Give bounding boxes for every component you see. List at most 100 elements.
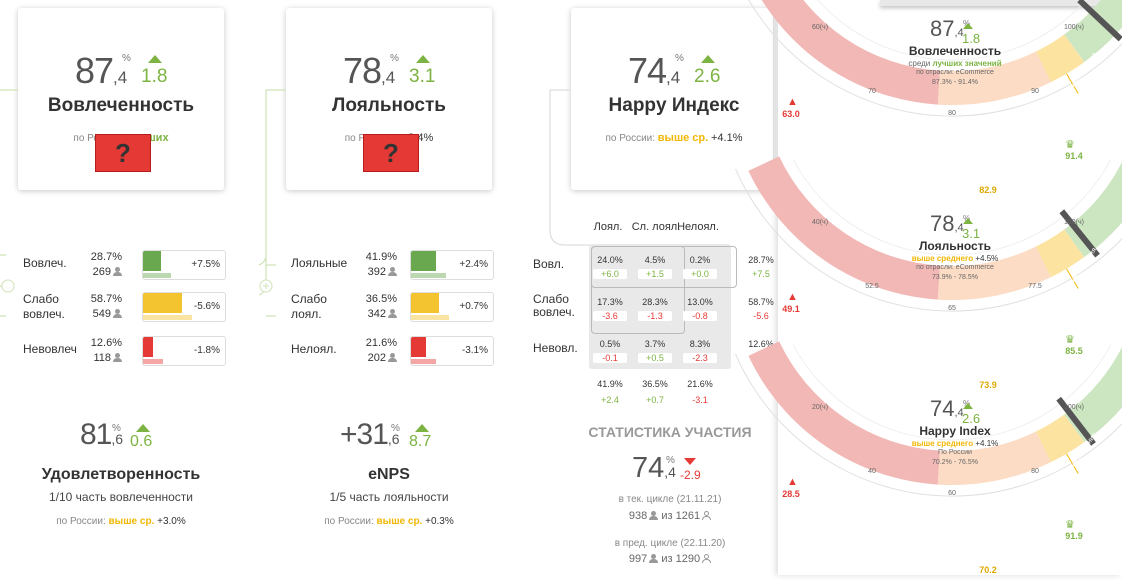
matrix-cell-value[interactable]: 3.7%: [635, 339, 675, 349]
segment-count: 118: [90, 351, 122, 366]
segment-bar-prev: [411, 273, 446, 278]
crown-icon: ♛: [1065, 138, 1075, 151]
matrix-col-total: 41.9%: [590, 379, 630, 389]
gauge-tick-label: 77.5: [1023, 283, 1047, 290]
matrix-row-total: 28.7%: [741, 255, 781, 265]
segment-label: Нелоял.: [291, 342, 337, 357]
crown-icon: ♛: [1065, 333, 1075, 346]
segment-count: 549: [90, 307, 122, 322]
gauge-worst-value: 63.0: [780, 109, 802, 119]
matrix-col-total: 21.6%: [680, 379, 720, 389]
gauge-industry: по отрасли: eCommerce: [880, 69, 1030, 76]
matrix-cell-delta: +1.5: [638, 269, 672, 279]
sub-metric-title: eNPS: [276, 466, 502, 484]
matrix-cell-value[interactable]: 17.3%: [590, 297, 630, 307]
gauge-tick-label: 70: [860, 88, 884, 95]
segment-bar-fill: [411, 337, 426, 357]
gauge-best-value: 91.4: [1062, 151, 1086, 161]
gauge-value: 87,4: [930, 16, 964, 42]
participation-pct: %: [666, 455, 675, 466]
participation-prev-counts: 997 из 1290: [590, 553, 750, 565]
segment-bar-prev: [143, 315, 192, 320]
gauge-median-value: 73.9: [975, 380, 1001, 390]
trend-down-icon: [684, 458, 696, 465]
gauge-zone-median: [1044, 48, 1075, 67]
sub-metric-delta: 8.7: [409, 433, 431, 451]
gauge-industry: По России: [880, 449, 1030, 456]
gauge-title: Happy Index: [890, 424, 1020, 438]
gauge-tick-label: 52.5: [860, 283, 884, 290]
segment-delta: +7.5%: [186, 259, 220, 270]
gauge-compare: среди лучших значений: [880, 59, 1030, 68]
matrix-col-total-delta: +0.7: [635, 395, 675, 405]
gauge-title: Лояльность: [890, 239, 1020, 253]
user-icon: [388, 267, 397, 276]
segment-delta: +0.7%: [454, 301, 488, 312]
trend-up-icon: [963, 218, 973, 224]
matrix-col-total: 36.5%: [635, 379, 675, 389]
segment-label: Слабо вовлеч.: [23, 292, 65, 322]
gauge-median-value: 70.2: [975, 565, 1001, 575]
gauge-worst-value: 28.5: [780, 489, 802, 499]
segment-bar-prev: [143, 273, 171, 278]
gauge-tick-label: 60: [940, 490, 964, 497]
gauge-zone-median: [1044, 428, 1075, 447]
segment-delta: -1.8%: [186, 345, 220, 356]
gauge-tick-label: 90: [1023, 88, 1047, 95]
segment-pct: 21.6%: [365, 336, 397, 351]
user-outline-icon: [702, 554, 711, 563]
matrix-cell-value[interactable]: 0.2%: [680, 255, 720, 265]
gauge-best-value: 85.5: [1062, 346, 1086, 356]
segment-bar-prev: [143, 359, 163, 364]
trend-up-icon: [415, 424, 429, 432]
gauge-tick-label: 80: [1023, 468, 1047, 475]
user-icon: [388, 309, 397, 318]
gauge-compare: выше среднего +4.1%: [880, 439, 1030, 448]
segment-pct: 58.7%: [90, 292, 122, 307]
segment-label: Слабо лоял.: [291, 292, 327, 322]
matrix-cell-value[interactable]: 28.3%: [635, 297, 675, 307]
matrix-row-header: Слабо вовлеч.: [533, 293, 575, 319]
matrix-cell-value[interactable]: 24.0%: [590, 255, 630, 265]
segment-bar-fill: [143, 337, 153, 357]
user-icon: [113, 309, 122, 318]
matrix-cell-delta: -0.8: [683, 311, 717, 321]
sub-metric-title: Удовлетворенность: [8, 466, 234, 484]
sub-metric-delta: 0.6: [130, 433, 152, 451]
gauge-tick-label: 65: [940, 305, 964, 312]
matrix-cell-delta: +6.0: [593, 269, 627, 279]
matrix-cell-value[interactable]: 13.0%: [680, 297, 720, 307]
matrix-row-header: Невовл.: [533, 342, 578, 355]
gauge-tick-label: 40(ч): [808, 219, 832, 226]
participation-current-label: в тек. цикле (21.11.21): [590, 494, 750, 505]
segment-bar-prev: [411, 315, 449, 320]
matrix-cell-delta: -1.3: [638, 311, 672, 321]
matrix-cell-value[interactable]: 0.5%: [590, 339, 630, 349]
trend-up-icon: [963, 23, 973, 29]
segment-count: 342: [365, 307, 397, 322]
gauge-tick-label: 80: [940, 110, 964, 117]
segment-count: 392: [365, 265, 397, 280]
user-icon: [388, 353, 397, 362]
participation-prev-label: в пред. цикле (22.11.20): [590, 538, 750, 549]
sub-metric-desc: 1/10 часть вовлеченности: [8, 490, 234, 504]
segment-label: Лояльные: [291, 256, 347, 271]
gauge-zone-median: [1044, 243, 1075, 261]
gauge-median-value: 82.9: [975, 185, 1001, 195]
gauge-tick-label: 40: [860, 468, 884, 475]
segment-delta: +2.4%: [454, 259, 488, 270]
sub-metric-pct: %: [391, 423, 400, 434]
matrix-cell-value[interactable]: 4.5%: [635, 255, 675, 265]
segment-bar-fill: [143, 251, 161, 271]
gauge-industry: по отрасли: eCommerce: [880, 264, 1030, 271]
sub-metric-compare: по России: выше ср. +0.3%: [276, 516, 502, 527]
gauge-range: 73.9% - 78.5%: [880, 274, 1030, 281]
segment-pct: 41.9%: [365, 250, 397, 265]
user-icon: [649, 554, 658, 563]
participation-title: СТАТИСТИКА УЧАСТИЯ: [575, 424, 765, 440]
sub-metric-pct: %: [112, 423, 121, 434]
gauge-tick-label: 100(ч): [1062, 24, 1086, 31]
gauge-tick-label: 100(ч): [1062, 404, 1086, 411]
matrix-cell-value[interactable]: 8.3%: [680, 339, 720, 349]
gauge-range: 87.3% - 91.4%: [880, 79, 1030, 86]
